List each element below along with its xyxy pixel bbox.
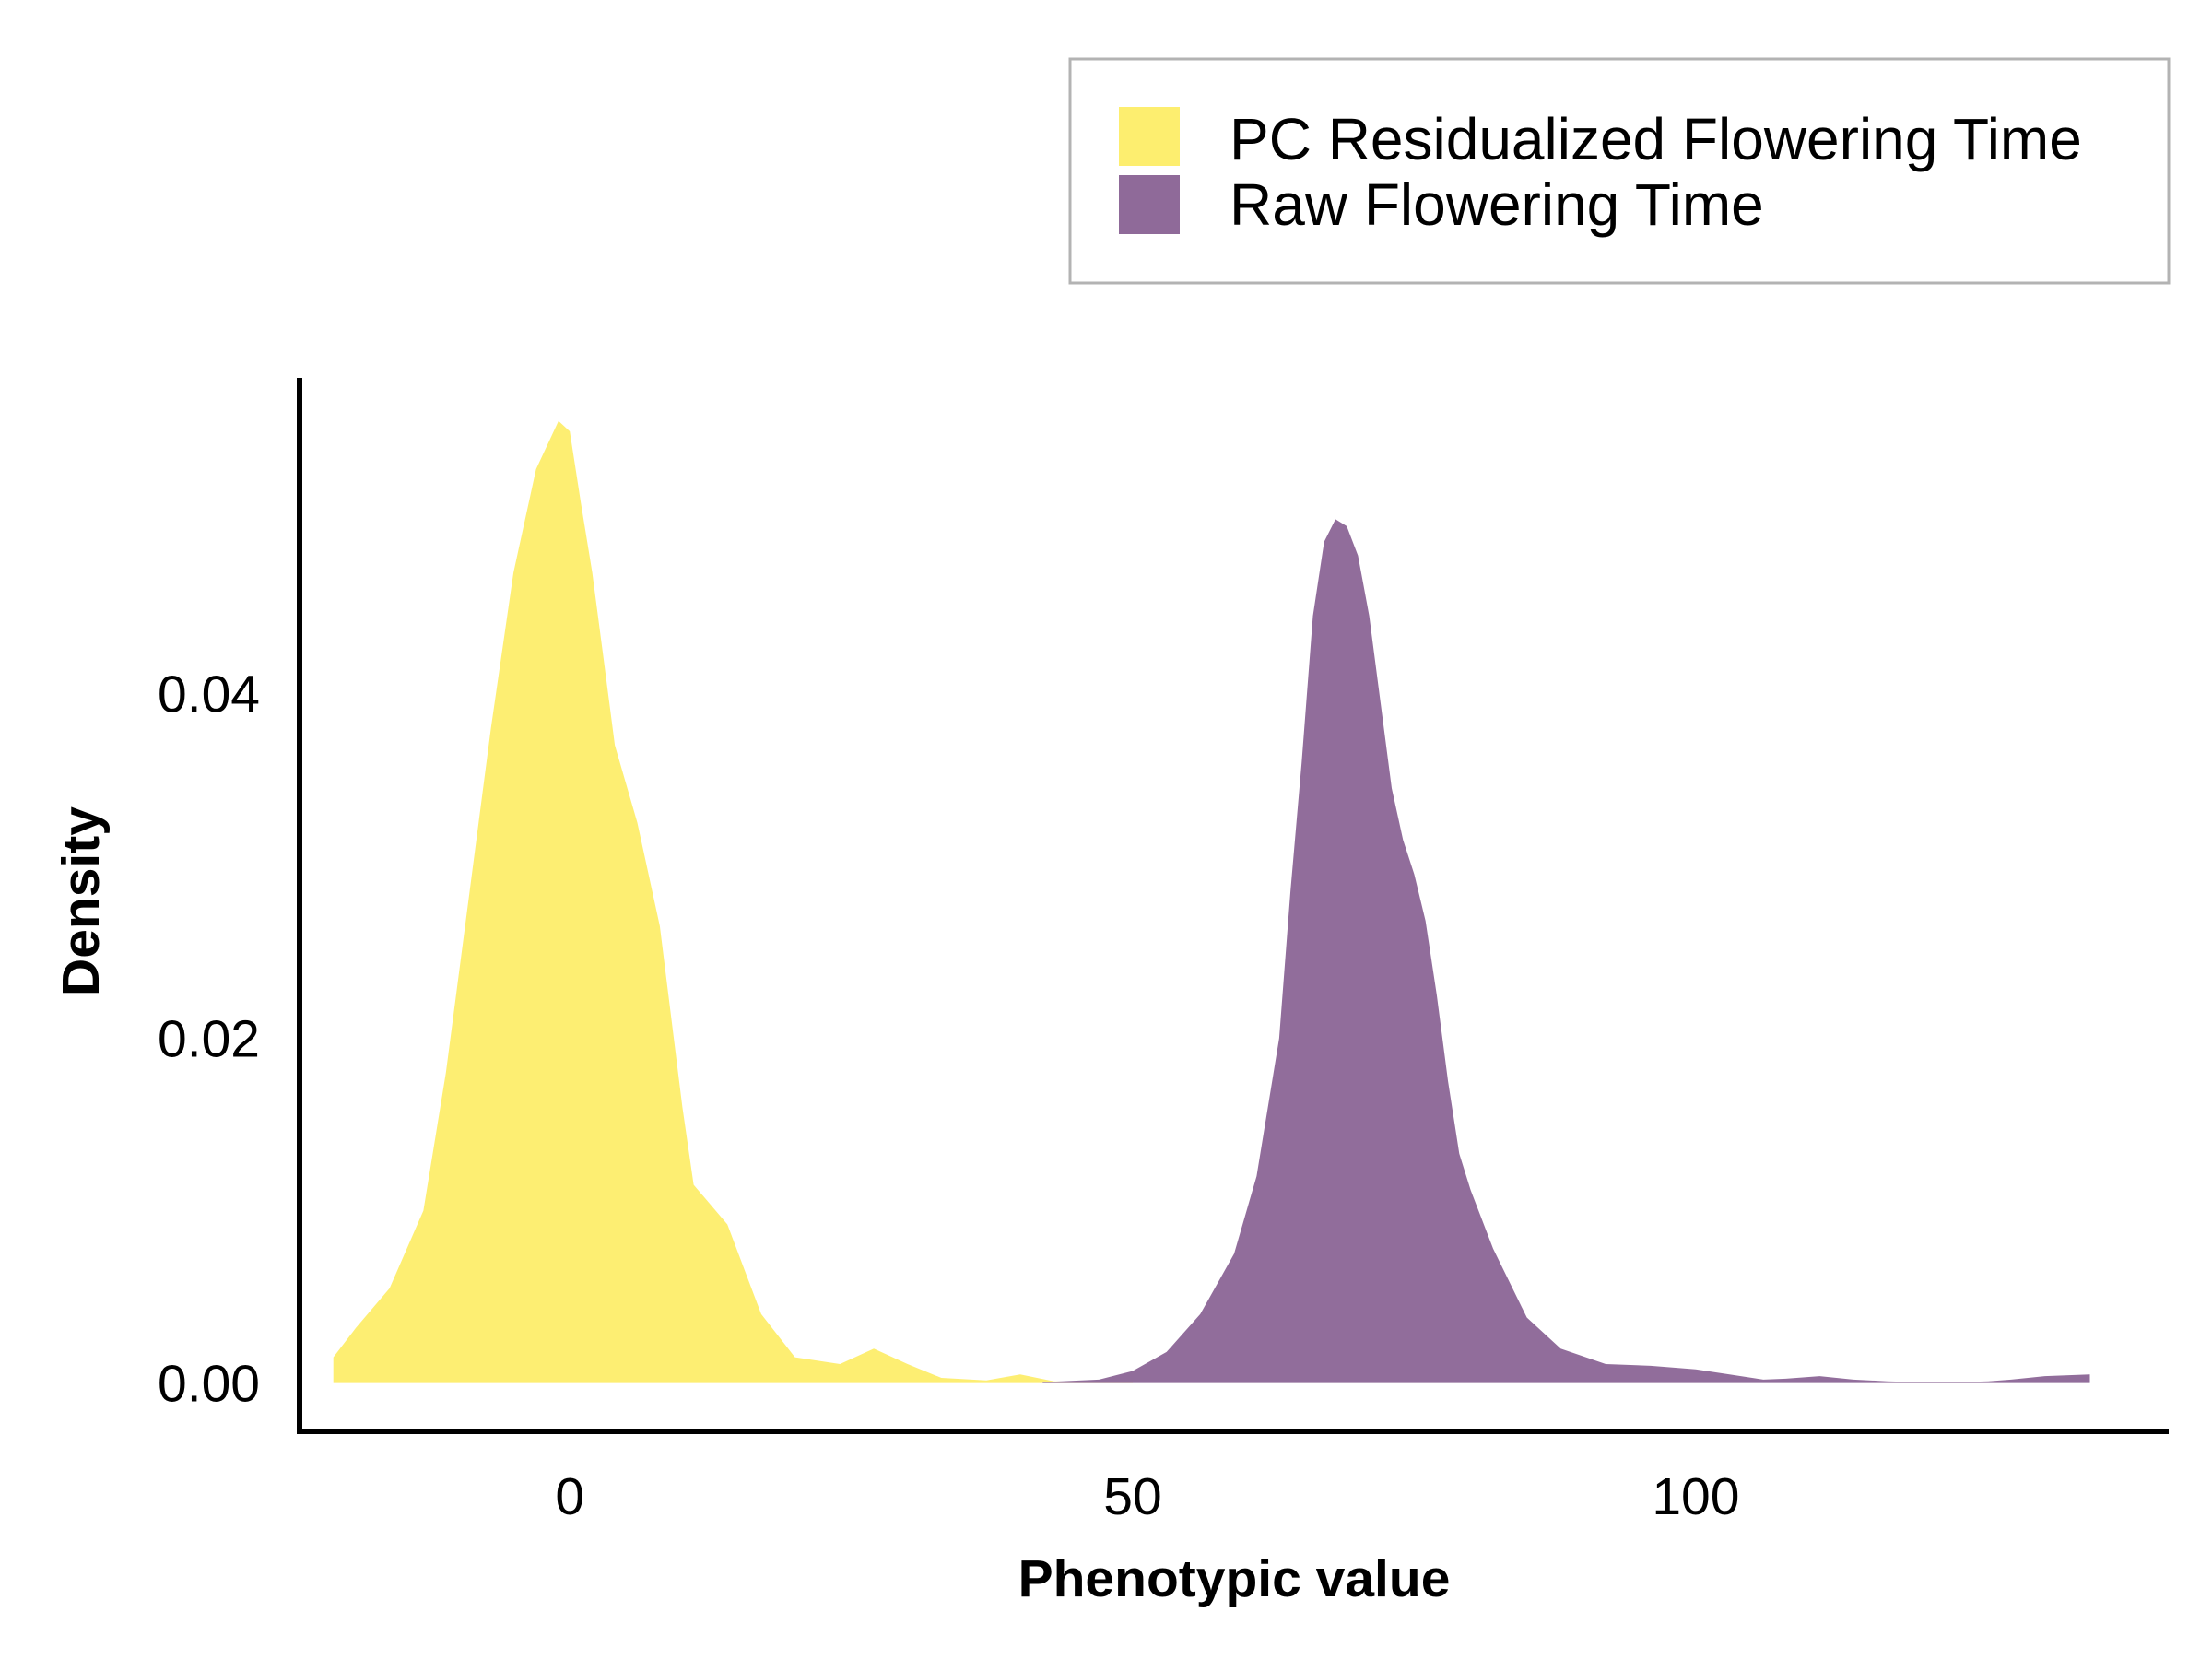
legend-box	[1068, 57, 2171, 285]
x-tick-label: 0	[555, 1467, 584, 1526]
x-tick-label: 100	[1652, 1467, 1739, 1526]
legend-label-raw: Raw Flowering Time	[1230, 171, 1764, 238]
legend-key-pc-residualized	[1119, 107, 1180, 166]
y-tick-label: 0.04	[158, 665, 260, 724]
y-axis-title: Density	[52, 806, 111, 996]
plot-area: 0 50 100 0.00 0.02 0.04	[158, 378, 2169, 1526]
x-axis-title: Phenotypic value	[1018, 1549, 1451, 1608]
legend-label-pc-residualized: PC Residualized Flowering Time	[1230, 106, 2082, 172]
y-tick-labels: 0.00 0.02 0.04	[158, 665, 260, 1413]
legend-key-raw	[1119, 175, 1180, 234]
density-area-raw	[1042, 519, 2090, 1383]
y-tick-label: 0.02	[158, 1010, 260, 1069]
x-tick-label: 50	[1103, 1467, 1161, 1526]
density-series-layer	[333, 420, 2090, 1383]
legend: PC Residualized Flowering Time Raw Flowe…	[1068, 57, 2171, 285]
density-area-pc-residualized	[333, 420, 1133, 1383]
y-tick-label: 0.00	[158, 1355, 260, 1414]
x-tick-labels: 0 50 100	[555, 1467, 1739, 1526]
